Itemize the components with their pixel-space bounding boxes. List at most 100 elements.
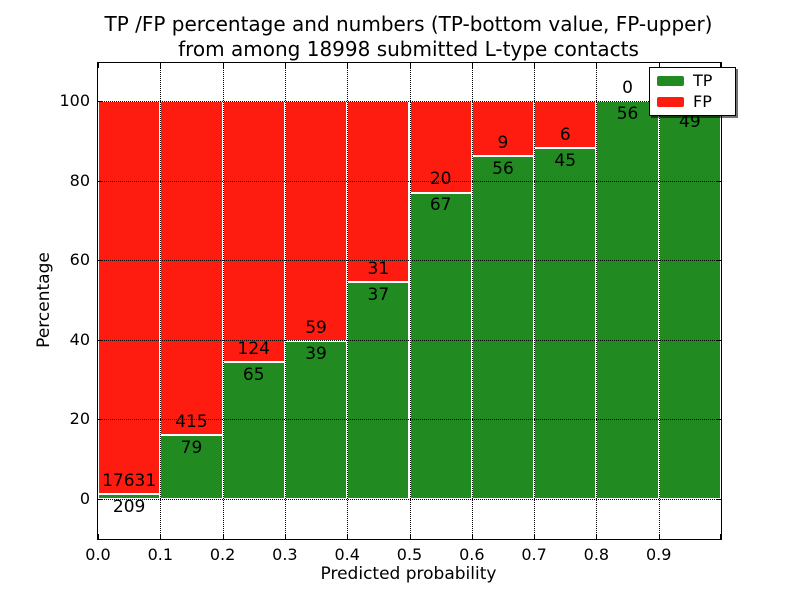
x-tick-label: 0.4: [334, 545, 360, 564]
legend: TP FP: [649, 67, 736, 116]
bar-label-fp: 415: [175, 412, 208, 433]
x-tick-label: 0.7: [521, 545, 547, 564]
x-tick-mark: [98, 63, 99, 68]
bar-label-tp: 209: [112, 497, 146, 518]
x-tick-mark: [222, 63, 224, 68]
x-tick-mark: [409, 534, 411, 539]
bar-segment-fp: [98, 101, 161, 495]
y-tick-label: 0: [79, 489, 90, 508]
bar-segment-tp: [409, 192, 472, 499]
bar-segment-tp: [658, 108, 721, 499]
y-tick-label: 60: [69, 250, 90, 270]
x-tick-mark: [222, 534, 224, 539]
legend-label-tp: TP: [693, 71, 713, 90]
y-tick-mark: [98, 339, 103, 341]
x-tick-mark: [471, 63, 473, 68]
bar-label-tp: 37: [367, 285, 390, 306]
tp-swatch-icon: [657, 76, 684, 86]
bar-label-fp: 20: [429, 169, 452, 190]
x-tick-mark: [596, 534, 598, 539]
x-tick-mark: [534, 63, 536, 68]
bar-segment-fp: [222, 101, 285, 363]
x-tick-label: 0.8: [583, 545, 610, 564]
x-tick-mark: [409, 63, 411, 68]
x-tick-mark: [284, 63, 286, 68]
x-tick-mark: [534, 534, 536, 539]
bar-label-fp: 0: [622, 78, 633, 98]
bar-label-tp: 39: [305, 343, 327, 364]
bar-segment-fp: [284, 101, 348, 341]
gridline-vertical: [596, 63, 598, 539]
chart-title: TP /FP percentage and numbers (TP-bottom…: [97, 12, 720, 62]
x-tick-mark: [658, 534, 660, 539]
x-tick-mark: [596, 63, 598, 68]
x-tick-label: 0.9: [645, 545, 672, 564]
y-tick-mark: [716, 419, 721, 421]
fp-swatch-icon: [657, 97, 684, 107]
gridline-vertical: [409, 63, 411, 539]
gridline-vertical: [471, 63, 473, 539]
x-tick-label: 0.5: [396, 545, 423, 564]
bar-label-fp: 31: [367, 259, 390, 280]
x-tick-mark: [720, 63, 721, 68]
gridline-horizontal: [98, 499, 721, 500]
bar-segment-fp: [409, 101, 472, 193]
y-tick-mark: [98, 260, 103, 262]
bar-segment-tp: [596, 101, 659, 499]
bar-label-fp: 6: [559, 124, 571, 145]
plot-area: 17631 209 415 79 124 65 59 39 31 37 20 67 9 56 6 45 0 56 1…: [59, 62, 736, 564]
bar-segment-tp: [98, 494, 161, 499]
legend-entry-fp: FP: [657, 94, 727, 110]
gridline-horizontal: [98, 101, 721, 102]
bar-label-tp: 49: [679, 111, 701, 132]
x-tick-mark: [471, 534, 473, 539]
x-tick-mark: [160, 63, 162, 68]
y-tick-mark: [716, 339, 721, 341]
gridline-vertical: [658, 63, 660, 539]
x-tick-label: 0.0: [85, 545, 111, 564]
y-tick-mark: [716, 180, 721, 182]
x-tick-mark: [284, 534, 286, 539]
gridline-vertical: [160, 63, 162, 539]
x-tick-label: 0.6: [459, 545, 485, 564]
y-tick-label: 80: [69, 170, 90, 190]
chart-title-line2: from among 18998 submitted L-type contac…: [178, 37, 639, 61]
bar-segment-tp: [471, 156, 535, 499]
y-tick-label: 100: [59, 91, 90, 110]
y-tick-mark: [98, 101, 103, 102]
y-tick-label: 20: [69, 409, 90, 429]
gridline-vertical: [534, 63, 536, 539]
x-tick-mark: [720, 534, 721, 539]
chart-title-line1: TP /FP percentage and numbers (TP-bottom…: [104, 12, 713, 36]
y-tick-mark: [98, 419, 103, 421]
bar-label-tp: 79: [180, 438, 203, 459]
bar-label-fp: 17631: [102, 471, 157, 492]
bar-segment-fp: [347, 101, 410, 283]
bar-label-tp: 56: [616, 104, 639, 124]
gridline-horizontal: [98, 419, 721, 421]
gridline-vertical: [347, 63, 349, 539]
y-tick-mark: [716, 260, 721, 262]
x-tick-mark: [347, 63, 349, 68]
x-tick-mark: [347, 534, 349, 539]
bar-label-fp: 9: [497, 133, 509, 154]
bar-label-fp: 59: [305, 317, 327, 338]
x-tick-mark: [98, 534, 99, 539]
gridline-vertical: [222, 63, 224, 539]
bar-segment-tp: [534, 147, 597, 499]
bar-segment-tp: [347, 282, 410, 499]
x-axis-label: Predicted probability: [320, 564, 497, 584]
y-tick-mark: [716, 499, 721, 500]
bar-segment-tp: [222, 362, 285, 499]
bar-label-tp: 56: [492, 159, 514, 180]
bar-segment-fp: [471, 101, 535, 157]
legend-entry-tp: TP: [657, 73, 727, 89]
x-tick-mark: [160, 534, 162, 539]
x-tick-mark: [658, 63, 660, 68]
y-tick-mark: [98, 499, 103, 500]
gridline-horizontal: [98, 339, 721, 341]
x-tick-label: 0.2: [209, 545, 236, 564]
legend-label-fp: FP: [693, 92, 712, 111]
bar-label-tp: 65: [242, 365, 265, 386]
